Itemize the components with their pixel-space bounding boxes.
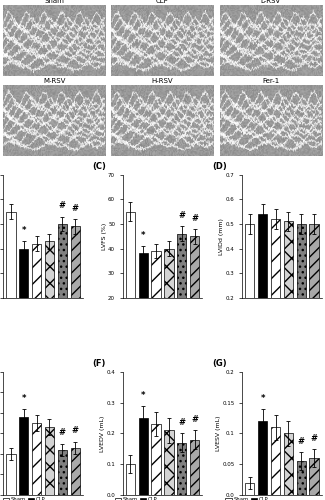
Y-axis label: LVESV (mL): LVESV (mL) (216, 416, 221, 451)
Bar (126, 212, 135, 347)
Bar (139, 418, 148, 495)
Bar (297, 224, 306, 347)
Text: (F): (F) (92, 360, 106, 368)
Text: #: # (59, 202, 66, 210)
Bar (139, 254, 148, 347)
Title: CLP: CLP (156, 0, 169, 4)
Bar (32, 423, 41, 495)
Text: *: * (260, 394, 265, 402)
Bar (32, 244, 41, 421)
Bar (297, 461, 306, 495)
Bar (151, 424, 161, 495)
Text: #: # (59, 428, 66, 438)
Text: #: # (311, 434, 318, 442)
Bar (19, 248, 28, 421)
Bar (71, 448, 80, 495)
Bar (177, 234, 187, 347)
Text: (G): (G) (212, 360, 227, 368)
Legend: Sham, CLP: Sham, CLP (3, 498, 46, 500)
Title: Sham: Sham (44, 0, 64, 4)
Title: L-RSV: L-RSV (261, 0, 281, 4)
Text: #: # (298, 436, 305, 446)
Bar (71, 226, 80, 421)
Title: H-RSV: H-RSV (152, 78, 173, 84)
Bar (258, 421, 267, 495)
Text: *: * (141, 390, 146, 400)
Text: #: # (72, 204, 79, 213)
Bar (309, 458, 319, 495)
Bar (245, 482, 254, 495)
Text: #: # (191, 415, 198, 424)
Text: *: * (21, 394, 26, 402)
Text: #: # (178, 418, 185, 427)
Bar (284, 434, 293, 495)
Bar (271, 427, 280, 495)
Text: #: # (72, 426, 79, 436)
Y-axis label: LVIDd (mm): LVIDd (mm) (219, 218, 224, 254)
Bar (6, 212, 16, 421)
Bar (58, 450, 67, 495)
Legend: Sham, CLP: Sham, CLP (225, 498, 268, 500)
Bar (177, 442, 187, 495)
Title: Fer-1: Fer-1 (262, 78, 279, 84)
Text: (A): (A) (0, 0, 12, 1)
Legend: Sham, CLP: Sham, CLP (115, 498, 158, 500)
Title: M-RSV: M-RSV (43, 78, 65, 84)
Y-axis label: LVEDV (mL): LVEDV (mL) (100, 415, 105, 452)
Bar (164, 248, 174, 347)
Bar (258, 214, 267, 347)
Bar (309, 224, 319, 347)
Bar (6, 454, 16, 495)
Bar (190, 440, 199, 495)
Text: *: * (21, 226, 26, 235)
Bar (245, 224, 254, 347)
Text: (D): (D) (212, 162, 227, 172)
Text: *: * (141, 231, 146, 240)
Text: (C): (C) (92, 162, 106, 172)
Bar (126, 464, 135, 495)
Text: #: # (191, 214, 198, 222)
Bar (19, 417, 28, 495)
Bar (271, 219, 280, 347)
Bar (58, 224, 67, 421)
Bar (151, 251, 161, 347)
Bar (45, 241, 54, 421)
Text: #: # (178, 211, 185, 220)
Bar (164, 430, 174, 495)
Y-axis label: LVFS (%): LVFS (%) (102, 222, 107, 250)
Bar (190, 236, 199, 347)
Bar (45, 427, 54, 495)
Bar (284, 222, 293, 347)
